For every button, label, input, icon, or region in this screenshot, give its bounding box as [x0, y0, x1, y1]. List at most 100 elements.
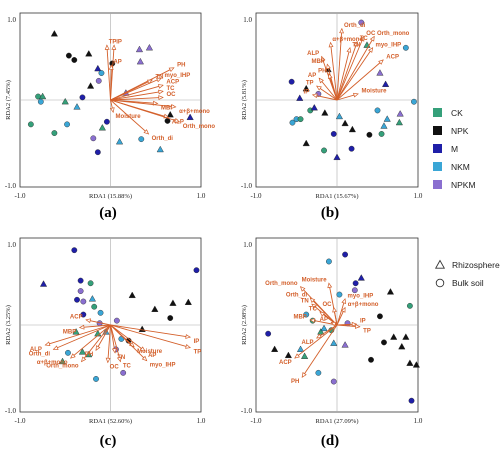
vector-arrowhead [359, 35, 365, 42]
bulk-soil-point-npk [368, 356, 374, 363]
vector-arrowhead [309, 297, 316, 303]
vector-label: TC [360, 36, 369, 42]
vector-label: MBP [293, 314, 306, 320]
vector-arrow [106, 45, 111, 101]
vector-label: IP [194, 339, 200, 345]
vector-label: MBP [161, 105, 174, 111]
bulk-soil-point-m [71, 247, 78, 254]
bulk-soil-point-nkm [64, 121, 70, 128]
vector-arrow [336, 47, 374, 101]
vector-label: Orth_mono [377, 31, 410, 37]
y-tick-label: -1.0 [5, 407, 17, 415]
vector-label: TN [155, 74, 163, 80]
y-tick-label: -1.0 [241, 407, 253, 415]
vector-label: TC [166, 86, 175, 92]
rhizosphere-point-npk [390, 333, 398, 340]
vector-arrowhead [95, 345, 101, 351]
vector-label: myo_IHP [165, 73, 191, 79]
vector-arrow [336, 47, 351, 101]
rda-panel-2: 1.0 -1.0 -1.0 1.0 RDA1 (15.67%) RDA2 (5.81%) (… [241, 12, 423, 221]
vector-label: α+β+mono [348, 302, 379, 308]
bulk-soil-point-nkm [138, 136, 145, 143]
vector-label: PH [318, 68, 326, 74]
vector-arrowhead [111, 44, 117, 50]
vector-label: myo_IHP [348, 293, 374, 299]
bulk-soil-point-npk [65, 52, 72, 59]
vector-arrowhead [85, 318, 92, 324]
bulk-soil-point-nkm [315, 369, 322, 376]
rhizosphere-point-ck [39, 92, 47, 100]
bulk-soil-point-nkm [325, 258, 332, 265]
vector-arrowhead [174, 118, 181, 123]
x-axis-label: RDA1 (27.09%) [316, 418, 359, 425]
bulk-soil-point-nkm [97, 309, 104, 316]
rhizosphere-point-npk [398, 342, 406, 350]
vector-arrowhead [157, 84, 164, 89]
vector-label: IP [360, 319, 366, 325]
vector-arrowhead [185, 334, 191, 339]
vector-label: OC [322, 302, 332, 308]
bulk-soil-point-npkm [113, 317, 120, 324]
vector-arrow [110, 324, 191, 338]
vector-arrow [336, 41, 358, 101]
vector-arrowhead [301, 372, 307, 378]
vector-arrowhead [141, 355, 148, 362]
rhizosphere-point-nkm [320, 324, 328, 332]
x-tick-label: 1.0 [414, 417, 423, 425]
legend-shape-label: Rhizosphere [452, 260, 500, 270]
x-axis-label: RDA1 (15.67%) [316, 193, 359, 200]
bulk-soil-point-npk [167, 315, 174, 321]
vector-arrowhead [341, 298, 347, 304]
rhizosphere-point-npk [302, 84, 310, 92]
rda-panel-3: 1.0 -1.0 -1.0 1.0 RDA1 (52.60%) RDA2 (3.25%) (… [5, 237, 206, 449]
bulk-soil-point-m [94, 149, 101, 156]
x-tick-label: -1.0 [250, 192, 262, 200]
rhizosphere-point-ck [395, 118, 403, 126]
vector-label: Orth_mono [46, 364, 79, 370]
rhizosphere-point-nkm [330, 339, 338, 346]
rhizosphere-point-nkm [380, 122, 388, 129]
legend-label-nkm: NKM [451, 162, 470, 172]
y-tick-label: -1.0 [241, 182, 253, 190]
vector-label: PH [291, 379, 299, 385]
vector-arrow [107, 324, 111, 363]
bulk-soil-point-m [77, 277, 84, 284]
vector-arrowhead [351, 321, 358, 327]
rhizosphere-point-npk [128, 291, 136, 298]
y-tick-label: 1.0 [7, 241, 16, 249]
vector-label: ALP [30, 347, 42, 353]
vector-label: Orth_di [29, 351, 51, 357]
rhizosphere-point-npk [151, 305, 159, 312]
vector-arrow [110, 324, 121, 362]
vector-arrowhead [299, 286, 306, 292]
vector-arrowhead [168, 67, 175, 73]
bulk-soil-point-nkm [336, 291, 343, 298]
vector-arrow [110, 90, 164, 101]
vector-label: AP [148, 353, 156, 359]
vector-arrowhead [326, 63, 331, 70]
vector-arrowhead [319, 311, 326, 317]
rhizosphere-point-nkm [88, 295, 96, 302]
bulk-soil-point-npkm [77, 288, 84, 294]
vector-arrow [336, 36, 375, 101]
bulk-soil-point-npkm [95, 77, 102, 84]
vector-label: α+β+mono [37, 360, 68, 366]
y-tick-label: 1.0 [243, 16, 252, 24]
vector-arrow [110, 324, 146, 352]
vector-label: OC [366, 31, 376, 37]
vector-arrowhead [146, 79, 153, 85]
vector-label: Orth_mono [265, 281, 298, 287]
rhizosphere-point-nkm [383, 115, 391, 122]
rhizosphere-point-npk [50, 30, 58, 37]
vector-arrow [53, 324, 111, 350]
rhizosphere-point-npk [412, 361, 420, 368]
rhizosphere-point-npk [138, 325, 146, 332]
bulk-soil-point-npkm [351, 287, 358, 294]
vector-arrow [110, 84, 164, 101]
vector-arrowhead [316, 85, 322, 91]
rhizosphere-point-npkm [145, 43, 153, 51]
vector-arrowhead [170, 104, 177, 109]
vector-arrow [110, 324, 191, 349]
panel-label: (b) [321, 205, 339, 221]
